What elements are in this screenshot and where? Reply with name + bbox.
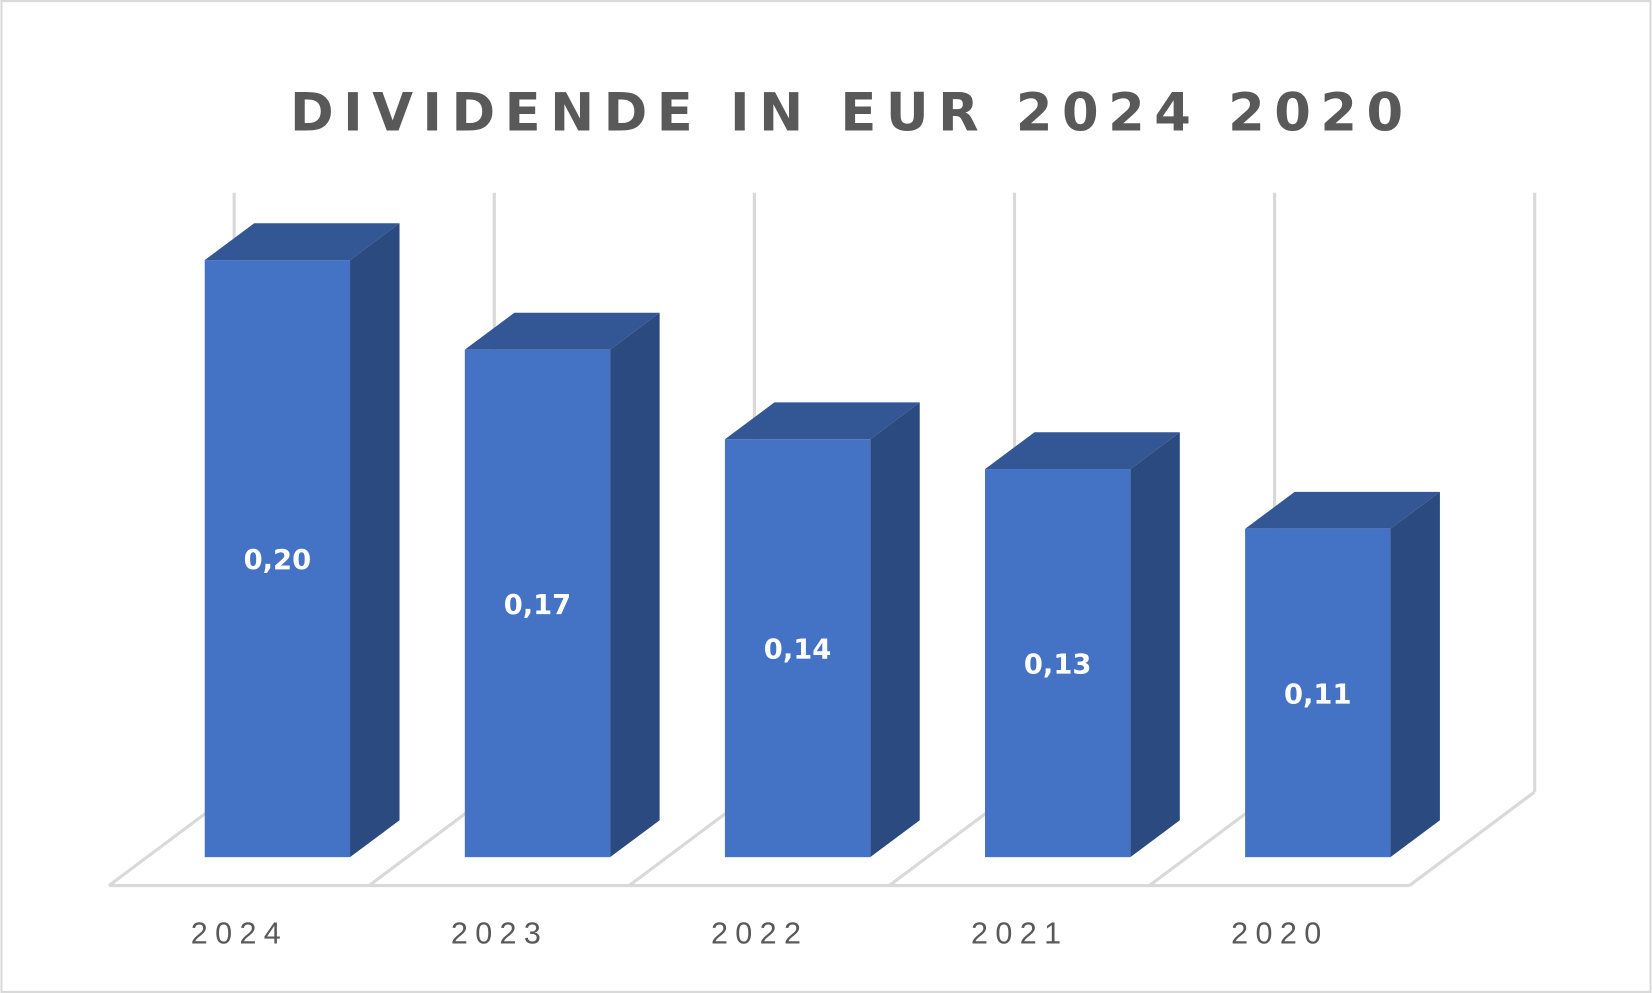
bar-top	[464, 312, 660, 350]
bar-front	[204, 260, 351, 858]
bar-top	[985, 432, 1180, 470]
bar-top	[724, 402, 920, 440]
bar-top	[204, 223, 400, 261]
x-tick-label: 2023	[451, 917, 548, 951]
data-label: 0,13	[1024, 650, 1092, 681]
bar-2021: 0,13	[985, 432, 1180, 858]
bar-side	[870, 402, 920, 858]
bar-front	[464, 349, 611, 858]
bar-side	[1130, 432, 1180, 858]
bar-side	[610, 312, 660, 858]
bar-2022: 0,14	[724, 402, 920, 858]
chart-title: DIVIDENDE IN EUR 2024 2020	[290, 83, 1413, 144]
x-axis-ticks: 2024 2023 2022 2021 2020	[191, 917, 1328, 951]
floor-line	[1408, 790, 1536, 887]
bar-front	[985, 469, 1131, 858]
bar-2020: 0,11	[1245, 491, 1440, 858]
x-tick-label: 2020	[1231, 917, 1328, 951]
data-label: 0,14	[764, 635, 832, 666]
x-tick-label: 2022	[711, 917, 808, 951]
bar-side	[350, 223, 400, 858]
x-tick-label: 2021	[971, 917, 1068, 951]
bar-top	[1245, 491, 1440, 529]
bar-front	[724, 439, 871, 858]
data-label: 0,11	[1284, 679, 1352, 710]
data-label: 0,17	[504, 590, 572, 621]
bars: 0,20 0,17 0,14 0,13 0,11	[204, 223, 1440, 858]
bar-side	[1390, 491, 1440, 858]
bar-2024: 0,20	[204, 223, 400, 858]
bar-2023: 0,17	[464, 312, 660, 858]
bar-front	[1245, 528, 1391, 858]
data-label: 0,20	[244, 545, 312, 576]
x-tick-label: 2024	[191, 917, 288, 951]
